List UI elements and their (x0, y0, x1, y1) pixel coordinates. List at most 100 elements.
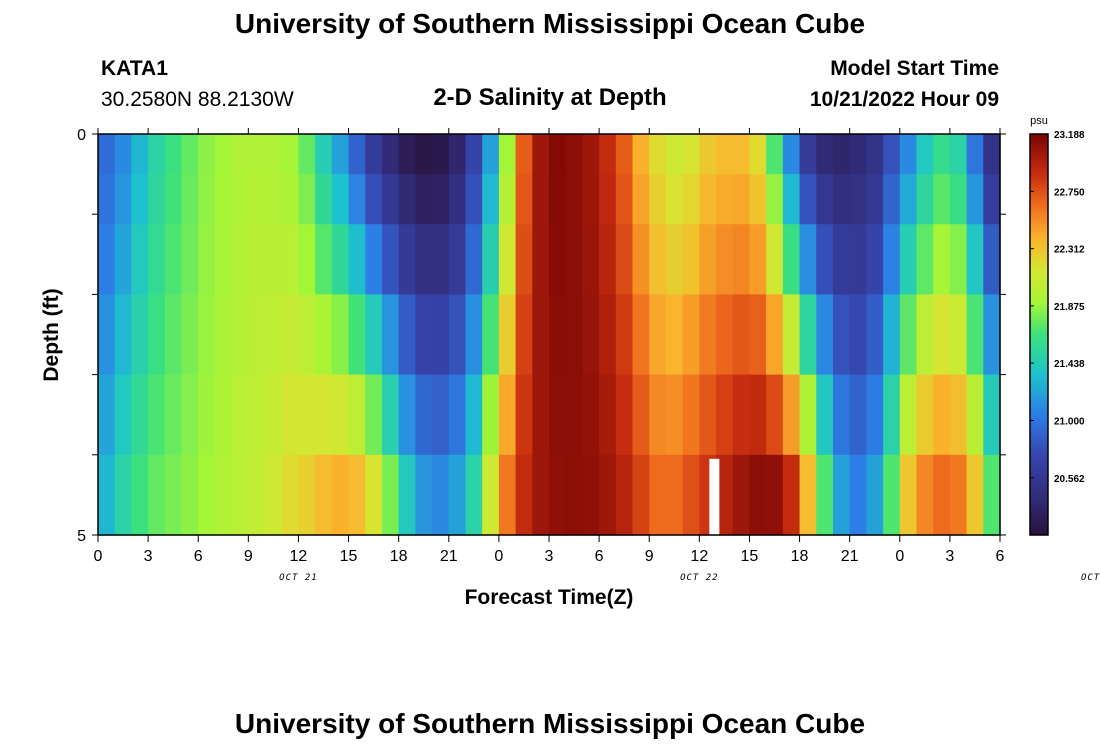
colorbar-segment (1030, 200, 1048, 205)
colorbar-segment (1030, 448, 1048, 452)
heatmap-cell (649, 454, 667, 536)
heatmap-cell (231, 174, 249, 225)
heatmap-cell (448, 374, 467, 456)
x-tick-label: 12 (690, 548, 708, 565)
heatmap-cell (933, 224, 951, 295)
heatmap-cell (281, 454, 300, 536)
heatmap-cell (582, 374, 600, 456)
y-tick-label: 0 (77, 127, 86, 144)
heatmap-cell (331, 294, 350, 376)
heatmap-cell (699, 374, 717, 456)
heatmap-cell (315, 294, 333, 376)
heatmap-cell (482, 374, 500, 456)
heatmap-cell (732, 294, 751, 376)
heatmap-cell (749, 374, 767, 456)
heatmap-cell (899, 134, 918, 175)
heatmap-cell (883, 224, 901, 295)
heatmap-cell (933, 134, 951, 175)
heatmap-cell (298, 374, 316, 456)
heatmap-cell (498, 224, 517, 295)
colorbar-segment (1030, 354, 1048, 359)
colorbar-segment (1030, 387, 1048, 392)
colorbar-segment (1030, 451, 1048, 456)
heatmap-cell (315, 224, 333, 295)
heatmap-cell (866, 454, 884, 536)
heatmap-cell (114, 294, 132, 376)
heatmap-cell (832, 294, 851, 376)
heatmap-cell (949, 134, 968, 175)
heatmap-cell (265, 454, 283, 536)
heatmap-cell (983, 374, 1001, 456)
heatmap-cell (248, 224, 266, 295)
colorbar-segment (1030, 391, 1048, 396)
heatmap-cell (816, 224, 834, 295)
heatmap-cell (532, 374, 550, 456)
colorbar-segment (1030, 177, 1048, 182)
heatmap-cell (148, 174, 166, 225)
x-axis-label: Forecast Time(Z) (465, 586, 634, 609)
heatmap-cell (365, 134, 383, 175)
colorbar-segment (1030, 137, 1048, 142)
model-start-time: 10/21/2022 Hour 09 (809, 88, 999, 111)
colorbar-segment (1030, 468, 1048, 473)
colorbar-segment (1030, 518, 1048, 523)
heatmap-cell (766, 134, 784, 175)
colorbar-segment (1030, 474, 1048, 479)
heatmap-cell (164, 374, 183, 456)
heatmap-cell (131, 454, 149, 536)
heatmap-cell (331, 224, 350, 295)
heatmap-cell (816, 454, 834, 536)
colorbar-segment (1030, 187, 1048, 192)
heatmap-cell (732, 224, 751, 295)
heatmap-cell (732, 134, 751, 175)
colorbar-segment (1030, 357, 1048, 362)
colorbar-segment (1030, 230, 1048, 235)
x-tick-label: 9 (645, 548, 654, 565)
heatmap-cell (365, 294, 383, 376)
colorbar-segment (1030, 414, 1048, 419)
y-axis-label: Depth (ft) (40, 288, 63, 381)
heatmap-cell (432, 294, 450, 376)
plot-title: 2-D Salinity at Depth (433, 84, 667, 111)
colorbar-segment (1030, 274, 1048, 279)
colorbar-segment (1030, 381, 1048, 386)
colorbar-segment (1030, 307, 1048, 312)
x-tick-label: 6 (595, 548, 604, 565)
heatmap-cell (632, 294, 650, 376)
heatmap-cell (649, 294, 667, 376)
heatmap-cell (966, 294, 984, 376)
heatmap-cell (114, 224, 132, 295)
colorbar-segment (1030, 144, 1048, 148)
heatmap-cell (365, 454, 383, 536)
heatmap-cell (181, 134, 199, 175)
heatmap-cell (532, 454, 550, 536)
heatmap-cell (331, 174, 350, 225)
colorbar-segment (1030, 304, 1048, 309)
heatmap-cell (148, 374, 166, 456)
heatmap-cell (949, 294, 968, 376)
x-tick-label: 6 (996, 548, 1005, 565)
heatmap-cell (682, 374, 700, 456)
heatmap-cell (632, 454, 650, 536)
heatmap-cell (983, 454, 1001, 536)
colorbar-segment (1030, 524, 1048, 529)
heatmap-cell (398, 294, 416, 376)
heatmap-cell (565, 134, 583, 175)
colorbar-segment (1030, 531, 1048, 536)
colorbar-segment (1030, 154, 1048, 158)
heatmap-cell (114, 454, 132, 536)
heatmap-cell (549, 174, 567, 225)
colorbar-segment (1030, 271, 1048, 275)
heatmap-cell (716, 134, 734, 175)
heatmap-cell (766, 374, 784, 456)
heatmap-cell (983, 134, 1001, 175)
heatmap-cell (799, 374, 817, 456)
colorbar-segment (1030, 377, 1048, 382)
colorbar-segment (1030, 167, 1048, 172)
colorbar-segment (1030, 344, 1048, 349)
colorbar-segment (1030, 418, 1048, 422)
heatmap-cell (849, 294, 867, 376)
heatmap-cell (315, 374, 333, 456)
heatmap-cell (465, 174, 483, 225)
colorbar-segment (1030, 401, 1048, 406)
